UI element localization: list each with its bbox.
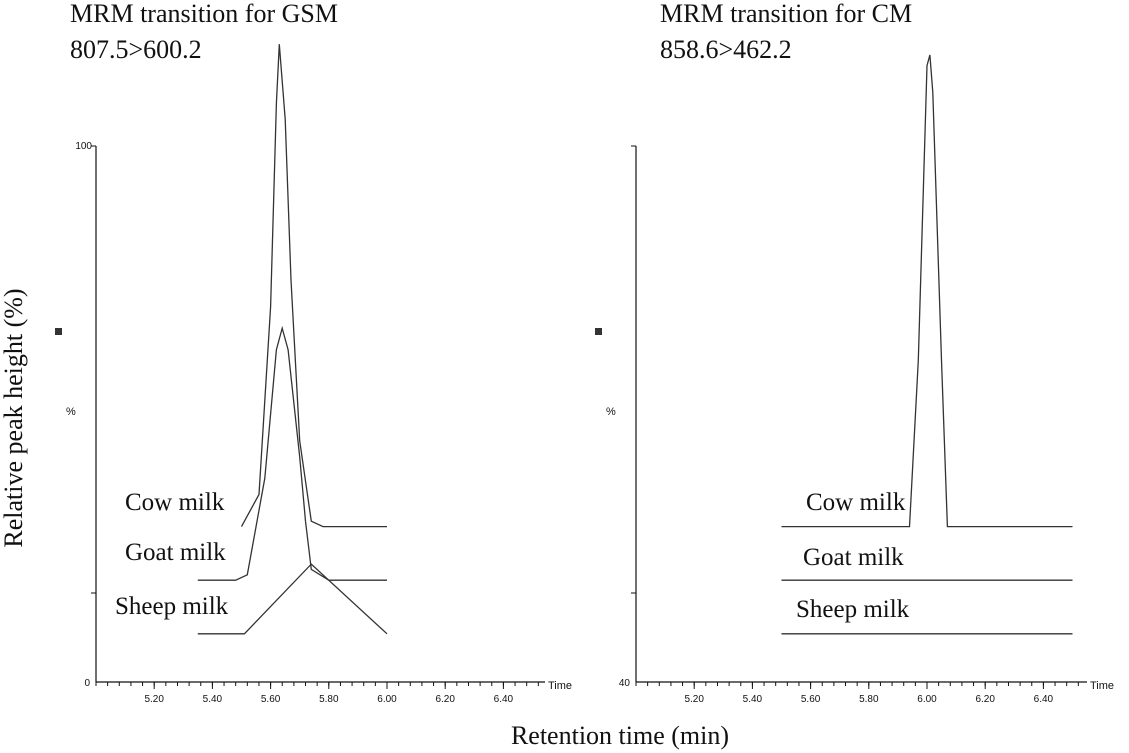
x-tick-label: 6.40 — [1034, 694, 1054, 705]
x-tick-label: 5.20 — [144, 694, 164, 705]
y-tick-label: 40 — [619, 678, 631, 689]
y-tick-label: 100 — [75, 141, 92, 152]
x-tick-label: 6.00 — [917, 694, 937, 705]
trace-label: Sheep milk — [115, 593, 229, 620]
panel-2: MRM transition for CM 858.6>462.2 40% 5.20 5… — [595, 0, 1114, 705]
trace-cow-milk — [781, 54, 1073, 528]
x-tick-label: 6.40 — [494, 694, 514, 705]
trace-label: Sheep milk — [796, 596, 910, 623]
panel-title: MRM transition for GSM — [70, 0, 338, 28]
x-axis-unit-label: Time — [1090, 680, 1114, 692]
x-tick-label: 6.20 — [975, 694, 995, 705]
x-tick-label: 5.80 — [319, 694, 339, 705]
y-axis-unit-label: % — [66, 406, 76, 418]
x-tick-label: 5.40 — [203, 694, 223, 705]
panel-subtitle: 858.6>462.2 — [660, 35, 792, 64]
x-tick-label: 6.20 — [435, 694, 455, 705]
x-tick-label: 5.40 — [743, 694, 763, 705]
y-axis-title: Relative peak height (%) — [0, 288, 28, 547]
x-tick-label: 5.20 — [684, 694, 704, 705]
x-axis-title: Retention time (min) — [511, 721, 729, 750]
trace-sheep-milk — [197, 563, 388, 635]
y-axis-unit-label: % — [606, 406, 616, 418]
trace-label: Goat milk — [803, 544, 904, 571]
x-axis-unit-label: Time — [548, 680, 572, 692]
square-marker — [55, 328, 62, 335]
trace-goat-milk — [197, 325, 387, 581]
trace-label: Goat milk — [125, 539, 226, 566]
panel-1: MRM transition for GSM 807.5>600.2 100 0% 5.… — [55, 0, 572, 705]
chromatogram-panels: MRM transition for GSM 807.5>600.2 100 0% 5.… — [55, 0, 1114, 705]
x-tick-label: 5.60 — [261, 694, 281, 705]
trace-label: Cow milk — [125, 489, 225, 516]
trace-label: Cow milk — [806, 489, 906, 516]
panel-subtitle: 807.5>600.2 — [70, 35, 202, 64]
x-tick-label: 5.80 — [859, 694, 879, 705]
square-marker — [595, 328, 602, 335]
panel-title: MRM transition for CM — [660, 0, 912, 28]
x-tick-label: 5.60 — [801, 694, 821, 705]
y-tick-label: 0 — [84, 678, 90, 689]
x-tick-label: 6.00 — [377, 694, 397, 705]
trace-cow-milk — [240, 44, 387, 528]
